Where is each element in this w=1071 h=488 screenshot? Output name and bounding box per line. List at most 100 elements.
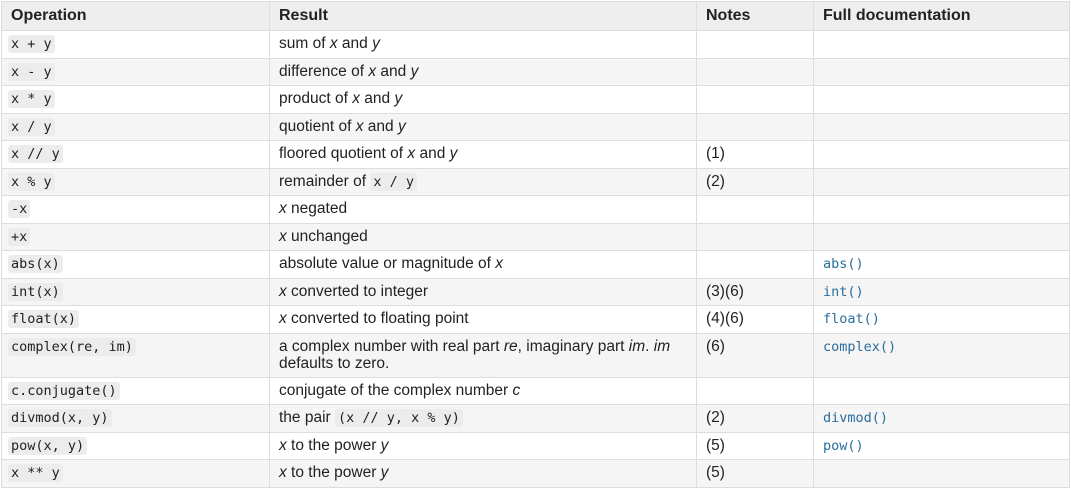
notes-cell — [696, 222, 814, 251]
table-row: x / y quotient of x and y — [1, 112, 1070, 141]
header-result: Result — [269, 1, 697, 31]
result-variable: y — [449, 145, 458, 162]
documentation-cell — [813, 376, 1070, 405]
operation-code: x % y — [8, 172, 55, 191]
result-text: unchanged — [286, 227, 368, 245]
result-text: converted to floating point — [286, 310, 469, 327]
result-cell: x to the power y — [269, 459, 697, 488]
operation-cell: complex(re, im) — [1, 332, 270, 378]
notes-cell: (5) — [696, 431, 814, 460]
result-text: the pair — [279, 409, 336, 426]
result-text: to the power — [286, 436, 381, 454]
documentation-cell — [813, 30, 1070, 59]
notes-cell: (4)(6) — [696, 305, 814, 334]
documentation-cell: pow() — [813, 431, 1070, 460]
operation-code: int(x) — [8, 282, 63, 301]
header-operation: Operation — [1, 1, 270, 31]
result-cell: quotient of x and y — [269, 112, 697, 141]
operation-code: -x — [8, 200, 31, 218]
operation-code: abs(x) — [8, 255, 63, 273]
header-row: Operation Result Notes Full documentatio… — [1, 1, 1070, 31]
result-cell: x to the power y — [269, 431, 697, 460]
operation-cell: pow(x, y) — [1, 431, 270, 460]
notes-cell: (1) — [696, 140, 814, 169]
notes-cell — [696, 195, 814, 224]
result-variable: x — [355, 117, 364, 135]
result-text: negated — [286, 200, 348, 217]
table-header: Operation Result Notes Full documentatio… — [1, 1, 1070, 31]
result-text: converted to integer — [286, 282, 429, 300]
table-row: x + y sum of x and y — [1, 30, 1070, 59]
result-cell: sum of x and y — [269, 30, 697, 59]
result-variable: x — [495, 255, 504, 272]
header-full-documentation: Full documentation — [813, 1, 1070, 31]
result-variable: x — [279, 282, 287, 300]
table-row: abs(x) absolute value or magnitude of x ab… — [1, 250, 1070, 279]
documentation-link[interactable]: pow() — [823, 437, 864, 454]
result-variable: re — [503, 337, 518, 355]
result-cell: conjugate of the complex number c — [269, 376, 697, 405]
result-cell: x unchanged — [269, 222, 697, 251]
documentation-cell — [813, 140, 1070, 169]
result-text: a complex number with real part — [279, 337, 504, 355]
operation-code: x - y — [8, 62, 55, 81]
operation-code: divmod(x, y) — [8, 409, 112, 427]
table-row: c.conjugate() conjugate of the complex nu… — [1, 376, 1070, 405]
table-row: -x x negated — [1, 195, 1070, 224]
documentation-link[interactable]: divmod() — [823, 410, 889, 426]
result-text: floored quotient of — [279, 145, 408, 162]
documentation-cell: abs() — [813, 250, 1070, 279]
result-text: absolute value or magnitude of — [279, 255, 496, 272]
operation-cell: x ** y — [1, 459, 270, 488]
documentation-link[interactable]: float() — [823, 311, 880, 327]
table-row: float(x) x converted to floating point (4)… — [1, 305, 1070, 334]
notes-cell — [696, 30, 814, 59]
result-text: and — [415, 145, 450, 162]
result-cell: x negated — [269, 195, 697, 224]
operation-code: x * y — [8, 90, 55, 108]
result-text: defaults to zero. — [279, 355, 390, 372]
result-cell: difference of x and y — [269, 57, 697, 86]
result-variable: y — [397, 117, 406, 135]
table-row: pow(x, y) x to the power y (5) pow() — [1, 431, 1070, 460]
documentation-link[interactable]: abs() — [823, 256, 864, 272]
operation-cell: float(x) — [1, 305, 270, 334]
table-row: x * y product of x and y — [1, 85, 1070, 114]
operation-code: float(x) — [8, 310, 80, 328]
result-variable: x — [352, 90, 360, 107]
notes-cell: (5) — [696, 459, 814, 488]
result-variable: x — [279, 436, 287, 454]
notes-cell: (2) — [696, 167, 814, 196]
result-variable: x — [279, 310, 287, 327]
result-variable: im — [628, 337, 646, 355]
result-text: difference of — [279, 62, 369, 80]
operation-cell: x * y — [1, 85, 270, 114]
notes-cell — [696, 57, 814, 86]
operation-code: +x — [8, 227, 31, 246]
documentation-cell: int() — [813, 277, 1070, 306]
documentation-link[interactable]: complex() — [823, 338, 897, 355]
documentation-cell — [813, 57, 1070, 86]
documentation-link[interactable]: int() — [823, 283, 864, 300]
notes-cell — [696, 250, 814, 279]
documentation-cell — [813, 167, 1070, 196]
documentation-cell — [813, 85, 1070, 114]
result-variable: x — [368, 62, 377, 80]
operation-cell: c.conjugate() — [1, 376, 270, 405]
result-text: . — [645, 337, 654, 355]
operation-cell: divmod(x, y) — [1, 404, 270, 433]
result-variable: x — [329, 35, 338, 52]
result-text: , imaginary part — [517, 337, 629, 355]
result-text: remainder of — [279, 172, 371, 190]
result-variable: y — [394, 90, 403, 107]
table-row: int(x) x converted to integer (3)(6) int() — [1, 277, 1070, 306]
operation-code: complex(re, im) — [8, 337, 136, 356]
documentation-cell: complex() — [813, 332, 1070, 378]
result-cell: x converted to floating point — [269, 305, 697, 334]
operation-cell: x + y — [1, 30, 270, 59]
result-variable: c — [512, 381, 521, 399]
operation-code: c.conjugate() — [8, 381, 120, 400]
table-row: divmod(x, y) the pair (x // y, x % y) (2) d… — [1, 404, 1070, 433]
operation-cell: +x — [1, 222, 270, 251]
